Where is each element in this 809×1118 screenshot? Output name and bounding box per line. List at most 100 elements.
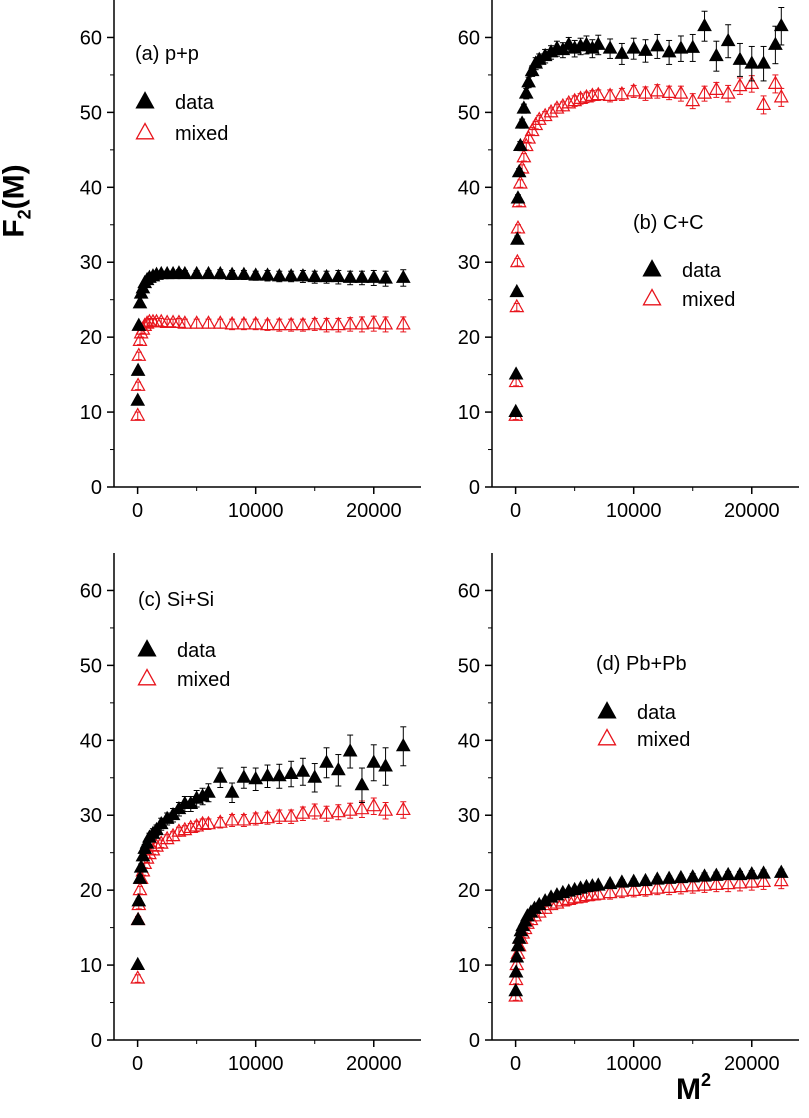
- point-data: [366, 754, 382, 768]
- y-tick-label: 30: [80, 805, 102, 827]
- point-mixed: [283, 808, 299, 822]
- point-mixed: [567, 92, 583, 107]
- point-data: [189, 265, 205, 280]
- legend: data mixed: [642, 259, 735, 311]
- point-mixed: [131, 347, 147, 361]
- point-data: [626, 873, 642, 887]
- point-data: [378, 270, 393, 284]
- y-tick-label: 30: [458, 252, 480, 274]
- y-tick-label: 20: [458, 880, 480, 902]
- series-mixed: [508, 74, 789, 421]
- point-data: [342, 743, 358, 757]
- point-data: [510, 938, 526, 952]
- point-mixed: [561, 94, 577, 109]
- point-data: [130, 956, 146, 971]
- point-data: [512, 137, 528, 152]
- point-data: [248, 267, 264, 281]
- point-data: [518, 85, 534, 99]
- point-mixed: [673, 878, 689, 893]
- point-data: [135, 848, 151, 862]
- point-mixed: [590, 886, 606, 900]
- point-data: [661, 870, 677, 884]
- point-mixed: [224, 315, 240, 330]
- point-data: [508, 366, 524, 380]
- point-data: [132, 870, 148, 884]
- point-mixed: [756, 96, 772, 110]
- point-mixed: [148, 838, 165, 852]
- point-mixed: [236, 811, 252, 826]
- point-data: [708, 47, 724, 62]
- point-data: [697, 868, 712, 882]
- point-mixed: [637, 881, 654, 896]
- point-data: [614, 45, 630, 59]
- point-mixed: [130, 407, 146, 421]
- point-data: [720, 866, 736, 881]
- point-mixed: [132, 332, 148, 346]
- point-mixed: [649, 880, 665, 894]
- legend: data mixed: [597, 701, 690, 751]
- y-tick-label: 10: [458, 955, 480, 977]
- point-data: [378, 758, 393, 772]
- y-tick-label: 20: [458, 327, 480, 349]
- y-tick-label: 0: [469, 477, 480, 499]
- point-data: [132, 295, 148, 309]
- point-data: [661, 44, 677, 58]
- point-mixed: [153, 835, 169, 849]
- x-tick-label: 0: [510, 500, 521, 522]
- point-mixed: [512, 175, 528, 189]
- point-data: [201, 784, 216, 798]
- point-mixed: [508, 373, 524, 388]
- point-mixed: [366, 315, 382, 329]
- y-tick-label: 0: [91, 477, 102, 499]
- point-data: [509, 283, 525, 298]
- y-tick-label: 30: [80, 252, 102, 274]
- point-mixed: [212, 814, 228, 828]
- point-mixed: [165, 827, 181, 842]
- point-mixed: [509, 253, 525, 268]
- y-tick-label: 50: [458, 655, 480, 677]
- point-mixed: [189, 315, 205, 329]
- point-data: [319, 754, 334, 768]
- point-mixed: [259, 316, 276, 331]
- x-tick-label: 0: [132, 500, 143, 522]
- point-mixed: [614, 85, 630, 100]
- point-data: [271, 767, 287, 782]
- point-mixed: [567, 889, 583, 904]
- point-data: [283, 268, 299, 282]
- y-tick-label: 60: [458, 580, 480, 602]
- point-data: [614, 874, 630, 888]
- point-data: [602, 40, 618, 54]
- point-mixed: [271, 808, 287, 822]
- point-mixed: [395, 801, 411, 816]
- point-data: [773, 864, 789, 878]
- legend-label-mixed: mixed: [637, 729, 690, 751]
- point-data: [283, 765, 299, 779]
- point-mixed: [744, 874, 760, 888]
- point-mixed: [200, 315, 216, 329]
- point-mixed: [661, 84, 677, 98]
- point-mixed: [159, 830, 175, 845]
- point-data: [508, 403, 524, 418]
- x-tick-label: 10000: [228, 1053, 284, 1075]
- x-tick-label: 20000: [724, 500, 780, 522]
- point-data: [224, 266, 240, 280]
- point-mixed: [549, 100, 565, 114]
- y-tick-label: 40: [458, 730, 480, 752]
- point-mixed: [248, 810, 264, 825]
- y-tick-label: 10: [80, 402, 102, 424]
- point-data: [590, 877, 606, 891]
- point-data: [768, 36, 783, 50]
- y-tick-label: 40: [80, 177, 102, 199]
- point-data: [626, 40, 642, 54]
- point-mixed: [189, 817, 205, 832]
- point-data: [732, 866, 748, 881]
- legend-marker-data: [597, 701, 617, 719]
- point-data: [224, 784, 240, 798]
- point-mixed: [307, 315, 323, 330]
- point-mixed: [378, 315, 394, 330]
- point-mixed: [697, 85, 713, 99]
- point-mixed: [200, 815, 216, 830]
- point-data: [649, 38, 665, 52]
- panel-3: 0 10 20 30 40 50 60 0 10000 20000 (c) Si+Si data mix…: [80, 553, 421, 1075]
- point-data: [638, 42, 653, 56]
